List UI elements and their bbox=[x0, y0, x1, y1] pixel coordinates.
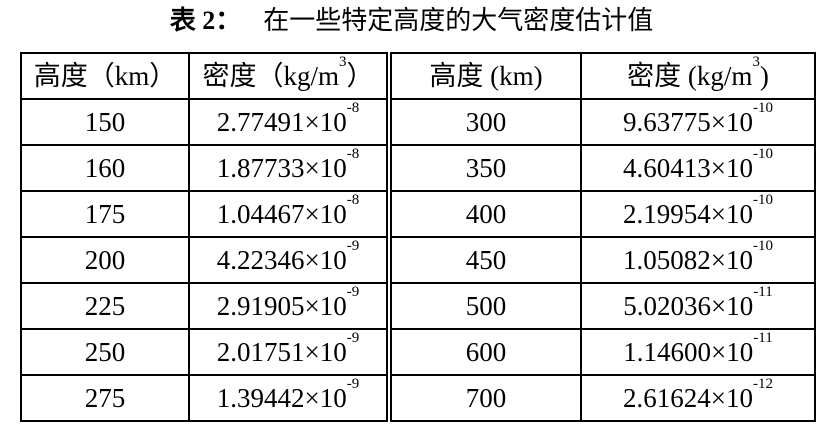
density-cell: 2.91905×10-9 bbox=[188, 282, 392, 330]
altitude-cell: 350 bbox=[388, 144, 582, 192]
altitude-cell: 450 bbox=[388, 236, 582, 284]
altitude-cell: 275 bbox=[20, 374, 190, 422]
altitude-cell: 200 bbox=[20, 236, 190, 284]
density-cell: 2.61624×10-12 bbox=[580, 374, 816, 422]
density-cell: 1.87733×10-8 bbox=[188, 144, 392, 192]
caption-text: 在一些特定高度的大气密度估计值 bbox=[263, 6, 654, 35]
density-table: 高度（km） 密度（kg/m3） 高度 (km) 密度 (kg/m3) 150 2… bbox=[20, 52, 816, 422]
altitude-cell: 400 bbox=[388, 190, 582, 238]
density-cell: 2.19954×10-10 bbox=[580, 190, 816, 238]
density-cell: 5.02036×10-11 bbox=[580, 282, 816, 330]
density-cell: 1.39442×10-9 bbox=[188, 374, 392, 422]
table-row: 250 2.01751×10-9 600 1.14600×10-11 bbox=[20, 328, 816, 376]
altitude-cell: 160 bbox=[20, 144, 190, 192]
density-cell: 2.77491×10-8 bbox=[188, 98, 392, 146]
table-row: 200 4.22346×10-9 450 1.05082×10-10 bbox=[20, 236, 816, 284]
altitude-cell: 225 bbox=[20, 282, 190, 330]
density-cell: 1.14600×10-11 bbox=[580, 328, 816, 376]
altitude-cell: 700 bbox=[388, 374, 582, 422]
table-row: 225 2.91905×10-9 500 5.02036×10-11 bbox=[20, 282, 816, 330]
altitude-cell: 250 bbox=[20, 328, 190, 376]
header-row: 高度（km） 密度（kg/m3） 高度 (km) 密度 (kg/m3) bbox=[20, 52, 816, 100]
altitude-cell: 150 bbox=[20, 98, 190, 146]
density-cell: 1.04467×10-8 bbox=[188, 190, 392, 238]
header-altitude-1: 高度（km） bbox=[20, 52, 190, 100]
density-cell: 4.22346×10-9 bbox=[188, 236, 392, 284]
altitude-cell: 600 bbox=[388, 328, 582, 376]
density-cell: 4.60413×10-10 bbox=[580, 144, 816, 192]
table-caption: 表 2： 在一些特定高度的大气密度估计值 bbox=[0, 4, 823, 38]
header-density-2: 密度 (kg/m3) bbox=[580, 52, 816, 100]
altitude-cell: 500 bbox=[388, 282, 582, 330]
header-altitude-2: 高度 (km) bbox=[388, 52, 582, 100]
density-cell: 1.05082×10-10 bbox=[580, 236, 816, 284]
density-cell: 2.01751×10-9 bbox=[188, 328, 392, 376]
altitude-cell: 175 bbox=[20, 190, 190, 238]
density-cell: 9.63775×10-10 bbox=[580, 98, 816, 146]
table-row: 275 1.39442×10-9 700 2.61624×10-12 bbox=[20, 374, 816, 422]
caption-label: 表 2： bbox=[169, 6, 242, 35]
altitude-cell: 300 bbox=[388, 98, 582, 146]
table-row: 150 2.77491×10-8 300 9.63775×10-10 bbox=[20, 98, 816, 146]
table-row: 175 1.04467×10-8 400 2.19954×10-10 bbox=[20, 190, 816, 238]
header-density-1: 密度（kg/m3） bbox=[188, 52, 392, 100]
table-row: 160 1.87733×10-8 350 4.60413×10-10 bbox=[20, 144, 816, 192]
